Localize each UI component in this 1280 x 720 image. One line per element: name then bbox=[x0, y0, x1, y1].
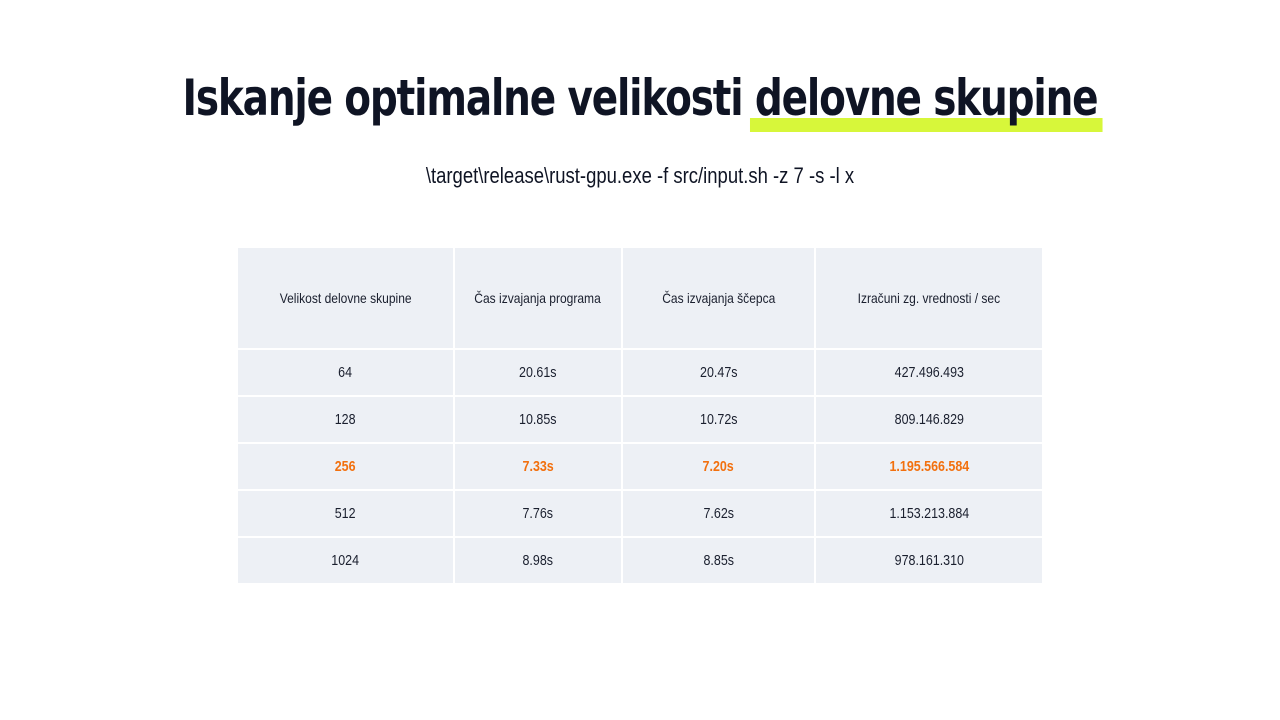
cell-kernel-time: 7.62s bbox=[621, 489, 816, 538]
results-table: Velikost delovne skupine Čas izvajanja p… bbox=[238, 248, 1042, 583]
command-line: \target\release\rust-gpu.exe -f src/inpu… bbox=[425, 163, 855, 188]
cell-workgroup-size: 128 bbox=[238, 395, 455, 444]
title-text: Iskanje optimalne velikosti bbox=[182, 69, 744, 127]
cell-program-time: 10.85s bbox=[453, 395, 623, 444]
cell-workgroup-size: 64 bbox=[238, 348, 455, 397]
cell-program-time: 8.98s bbox=[453, 536, 623, 583]
cell-program-time: 7.76s bbox=[453, 489, 623, 538]
header-kernel-time: Čas izvajanja ščepca bbox=[621, 248, 816, 350]
table-row: 64 20.61s 20.47s 427.496.493 bbox=[238, 348, 1042, 397]
title-highlight-text: delovne skupine bbox=[754, 69, 1099, 127]
table-header-row: Velikost delovne skupine Čas izvajanja p… bbox=[238, 248, 1042, 350]
cell-kernel-time: 8.85s bbox=[621, 536, 816, 583]
results-table-container: Velikost delovne skupine Čas izvajanja p… bbox=[238, 248, 1042, 583]
slide-title: Iskanje optimalne velikosti delovne skup… bbox=[141, 62, 1139, 134]
cell-workgroup-size: 1024 bbox=[238, 536, 455, 583]
header-workgroup-size: Velikost delovne skupine bbox=[238, 248, 455, 350]
cell-computations-per-sec: 427.496.493 bbox=[814, 348, 1042, 397]
table-row: 512 7.76s 7.62s 1.153.213.884 bbox=[238, 489, 1042, 538]
cell-kernel-time: 7.20s bbox=[621, 442, 816, 491]
cell-workgroup-size: 512 bbox=[238, 489, 455, 538]
table-row: 128 10.85s 10.72s 809.146.829 bbox=[238, 395, 1042, 444]
table-row-optimal: 256 7.33s 7.20s 1.195.566.584 bbox=[238, 442, 1042, 491]
cell-workgroup-size: 256 bbox=[238, 442, 455, 491]
title-highlight: delovne skupine bbox=[750, 62, 1103, 134]
cell-computations-per-sec: 809.146.829 bbox=[814, 395, 1042, 444]
cell-computations-per-sec: 1.195.566.584 bbox=[814, 442, 1042, 491]
cell-program-time: 20.61s bbox=[453, 348, 623, 397]
header-computations-per-sec: Izračuni zg. vrednosti / sec bbox=[814, 248, 1042, 350]
cell-kernel-time: 20.47s bbox=[621, 348, 816, 397]
cell-program-time: 7.33s bbox=[453, 442, 623, 491]
cell-computations-per-sec: 978.161.310 bbox=[814, 536, 1042, 583]
cell-computations-per-sec: 1.153.213.884 bbox=[814, 489, 1042, 538]
table-row: 1024 8.98s 8.85s 978.161.310 bbox=[238, 536, 1042, 583]
header-program-time: Čas izvajanja programa bbox=[453, 248, 623, 350]
cell-kernel-time: 10.72s bbox=[621, 395, 816, 444]
